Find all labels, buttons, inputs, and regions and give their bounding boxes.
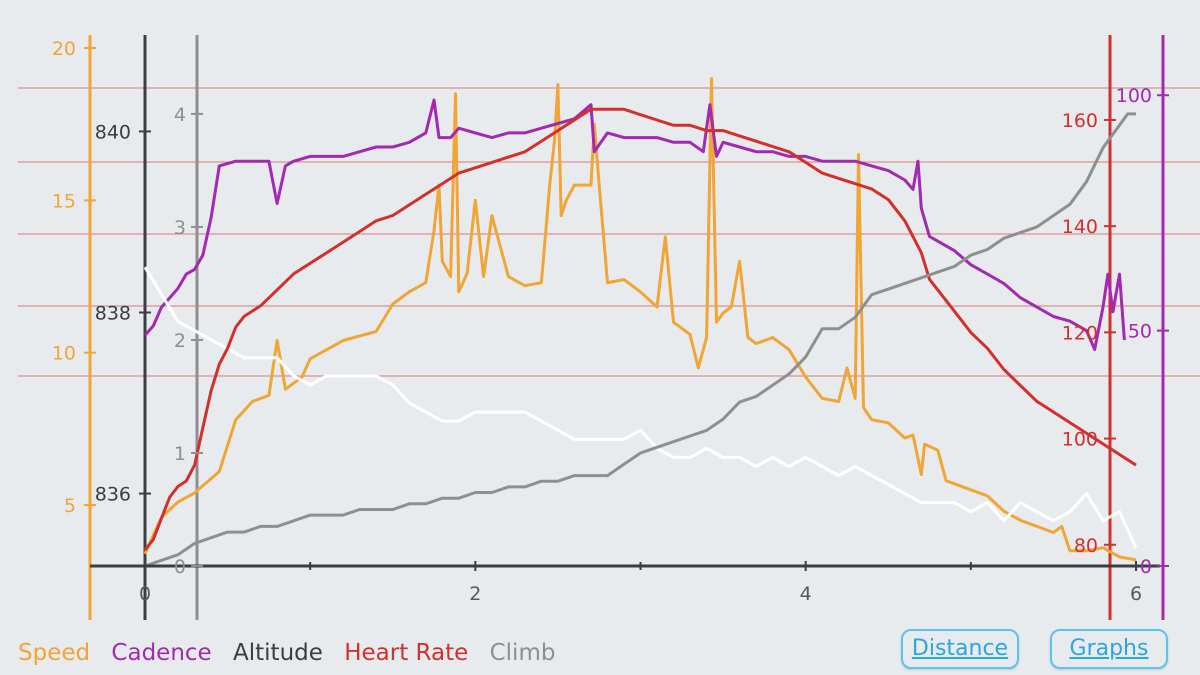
series-line-speed <box>143 77 1137 562</box>
speed-tick-label: 20 <box>52 38 76 60</box>
series-line-altitude <box>143 266 1138 549</box>
cadence-tick-label: 0 <box>1140 556 1152 578</box>
legend-cadence[interactable]: Cadence <box>111 640 212 666</box>
heart-rate-tick-label: 80 <box>1074 535 1098 557</box>
legend-speed[interactable]: Speed <box>18 640 91 666</box>
climb-tick-label: 3 <box>174 217 186 239</box>
climb-tick-label: 0 <box>174 556 186 578</box>
climb-tick-label: 4 <box>174 104 186 126</box>
graphs-button[interactable]: Graphs <box>1050 629 1168 669</box>
legend-altitude[interactable]: Altitude <box>233 640 323 666</box>
heart-rate-tick-label: 120 <box>1062 322 1098 344</box>
altitude-tick-label: 836 <box>95 484 131 506</box>
series-line-climb <box>144 112 1136 568</box>
legend-heart-rate[interactable]: Heart Rate <box>344 640 469 666</box>
heart-rate-tick-label: 100 <box>1062 429 1098 451</box>
legend: Speed Cadence Altitude Heart Rate Climb <box>18 640 569 666</box>
x-tick-label: 4 <box>800 583 812 605</box>
cadence-tick-label: 50 <box>1128 321 1152 343</box>
x-tick-label: 2 <box>469 583 481 605</box>
x-tick-label: 0 <box>139 583 151 605</box>
distance-button[interactable]: Distance <box>901 629 1019 669</box>
speed-tick-label: 10 <box>52 343 76 365</box>
altitude-tick-label: 838 <box>95 303 131 325</box>
cadence-tick-label: 100 <box>1116 85 1152 107</box>
series-line-cadence <box>143 98 1126 351</box>
speed-tick-label: 15 <box>52 190 76 212</box>
speed-tick-label: 5 <box>64 495 76 517</box>
altitude-tick-label: 840 <box>95 121 131 143</box>
x-tick-label: 6 <box>1130 583 1142 605</box>
climb-tick-label: 2 <box>174 330 186 352</box>
series-line-heart-rate <box>143 107 1137 552</box>
heart-rate-tick-label: 160 <box>1062 110 1098 132</box>
heart-rate-tick-label: 140 <box>1062 216 1098 238</box>
climb-tick-label: 1 <box>174 443 186 465</box>
legend-climb[interactable]: Climb <box>489 640 556 666</box>
